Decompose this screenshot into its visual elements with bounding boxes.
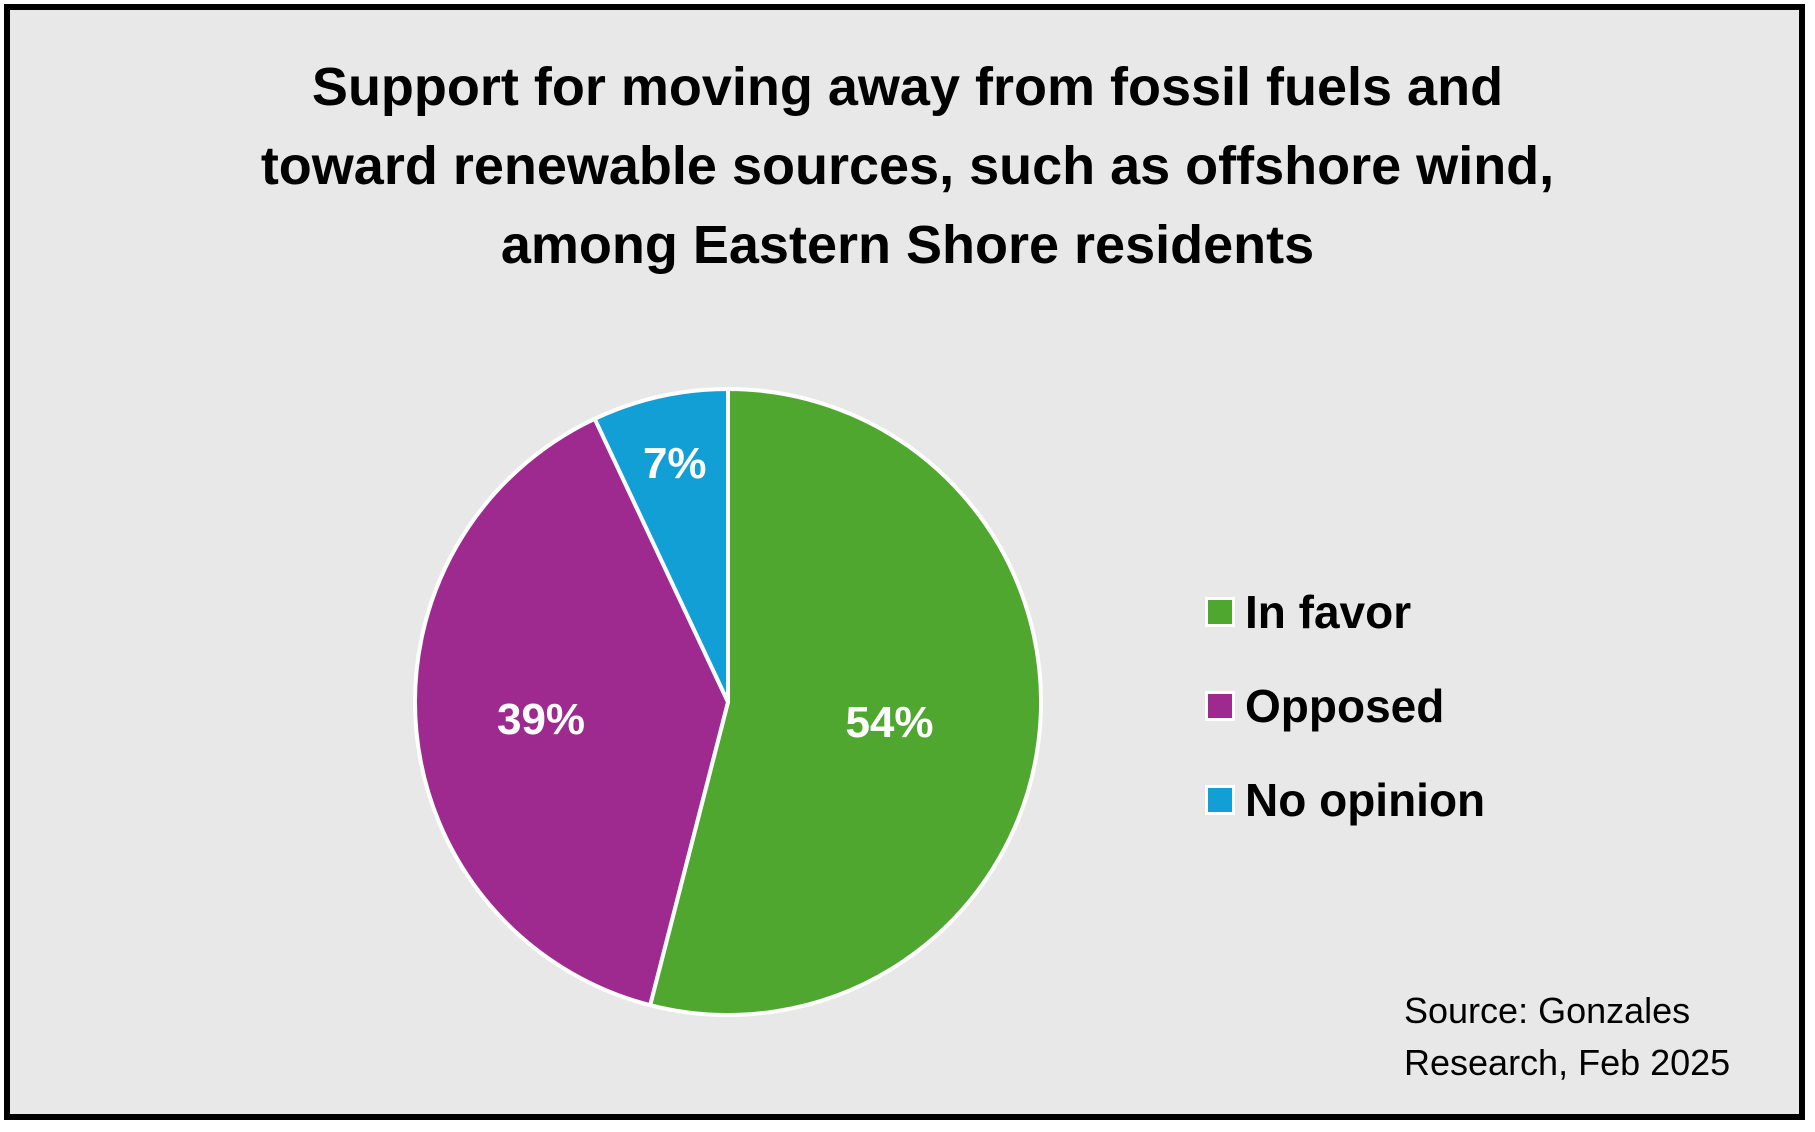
source-line-2: Research, Feb 2025 — [1404, 1042, 1731, 1083]
legend-item-no-opinion: No opinion — [1205, 753, 1485, 847]
legend-label-no-opinion: No opinion — [1245, 774, 1486, 826]
legend-label-in-favor: In favor — [1245, 586, 1412, 638]
legend-item-opposed: Opposed — [1205, 659, 1485, 753]
legend-item-in-favor: In favor — [1205, 565, 1485, 659]
source-note: Source: Gonzales Research, Feb 2025 — [1404, 985, 1730, 1089]
pie-slice-no-opinion — [592, 387, 730, 704]
legend-swatch-no-opinion — [1205, 785, 1235, 815]
data-label-in-favor: 54% — [845, 698, 933, 747]
legend-label-opposed: Opposed — [1245, 680, 1445, 732]
source-line-1: Source: Gonzales — [1404, 990, 1691, 1031]
pie-slice-in-favor — [648, 387, 1043, 1017]
legend-swatch-in-favor — [1205, 597, 1235, 627]
pie-slice-opposed — [413, 416, 730, 1008]
legend-swatch-opposed — [1205, 691, 1235, 721]
data-label-no-opinion: 7% — [643, 439, 707, 488]
chart-title: Support for moving away from fossil fuel… — [260, 57, 1555, 275]
legend: In favor Opposed No opinion — [1205, 565, 1485, 847]
data-label-opposed: 39% — [497, 695, 585, 744]
